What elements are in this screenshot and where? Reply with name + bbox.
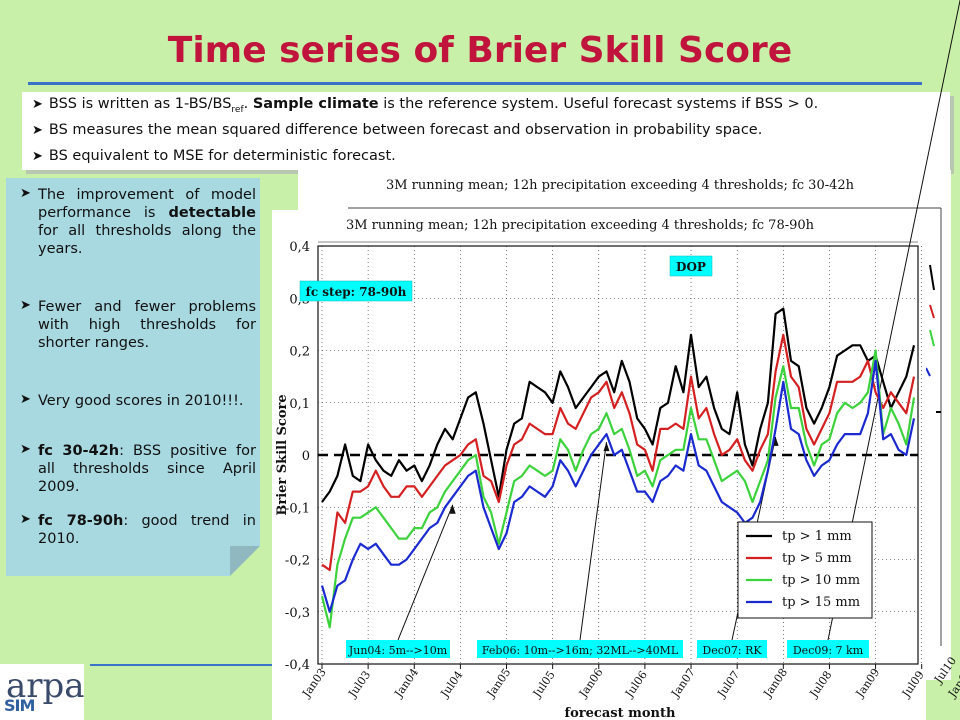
annotation-arrowhead	[449, 504, 456, 514]
bullet-bold: Sample climate	[252, 96, 379, 112]
notes-panel: ➤ The improvement of model performance i…	[6, 178, 260, 576]
definition-box: ➤ BSS is written as 1-BS/BSref. Sample cl…	[22, 92, 950, 170]
note-text: for all thresholds along the years.	[38, 223, 256, 258]
arrow-bullet-icon: ➤	[20, 392, 31, 407]
y-tick-label: -0,3	[285, 606, 310, 621]
note-text: Fewer and fewer problems with high thres…	[38, 299, 256, 352]
bullet-subscript: ref	[231, 104, 244, 115]
logo-wordmark: arpa	[6, 666, 85, 706]
annotation-boxes: Jun04: 5m-->10m Feb06: 10m-->16m; 32ML-->…	[346, 640, 869, 658]
bullet-text: .	[243, 96, 253, 112]
bullet-text: BS equivalent to MSE for deterministic f…	[48, 148, 396, 164]
bullet-3: ➤ BS equivalent to MSE for deterministic …	[32, 148, 396, 164]
note-4: ➤ fc 30-42h: BSS positive for all thresh…	[20, 442, 256, 496]
slide-title: Time series of Brier Skill Score	[167, 30, 793, 71]
note-text: The improvement of model performance is	[38, 187, 256, 222]
arrow-bullet-icon: ➤	[32, 149, 43, 164]
back-chart-title: 3M running mean; 12h precipitation excee…	[386, 178, 855, 193]
annotation-label: Jun04: 5m-->10m	[348, 644, 448, 657]
y-axis: 0,40,30,20,10-0,1-0,2-0,3-0,4	[285, 240, 310, 673]
annotation-label: Dec07: RK	[702, 644, 762, 657]
annotation-box	[697, 640, 767, 658]
y-tick-label: 0,2	[289, 345, 310, 360]
annotation-box	[787, 640, 869, 658]
arrow-bullet-icon: ➤	[20, 186, 31, 201]
series-line	[320, 349, 916, 629]
note-1: ➤ The improvement of model performance i…	[20, 186, 256, 259]
bullet-2: ➤ BS measures the mean squared difference…	[32, 122, 762, 138]
dop-badge-label: DOP	[676, 260, 706, 274]
note-2: ➤ Fewer and fewer problems with high thr…	[20, 298, 256, 352]
series-line	[320, 359, 916, 613]
annotation-box	[477, 640, 683, 658]
note-3: ➤ Very good scores in 2010!!!.	[20, 392, 256, 410]
annotation-arrow	[579, 442, 607, 641]
series-line	[321, 333, 916, 572]
fc-step-badge	[299, 280, 413, 302]
bullet-text: BS measures the mean squared difference …	[48, 122, 763, 138]
arrow-bullet-icon: ➤	[20, 442, 31, 457]
series-line	[321, 307, 916, 503]
note-5: ➤ fc 78-90h: good trend in 2010.	[20, 512, 256, 548]
note-bold: fc 78-90h	[38, 513, 124, 529]
bullet-text: BSS is written as 1-BS/BS	[48, 96, 232, 112]
page-fold-corner	[230, 546, 260, 576]
arrow-bullet-icon: ➤	[32, 123, 43, 138]
chart-title: 3M running mean; 12h precipitation excee…	[346, 218, 815, 233]
annotation-arrow	[397, 504, 454, 641]
title-underline	[28, 82, 922, 85]
note-bold: fc 30-42h	[38, 443, 120, 459]
y-tick-label: -0,1	[285, 501, 310, 516]
note-text: : BSS positive for all thresholds since …	[38, 443, 256, 496]
note-text: Very good scores in 2010!!!.	[38, 393, 244, 409]
chart-series	[320, 307, 916, 629]
y-tick-label: 0,1	[289, 397, 310, 412]
back-chart-series-green	[929, 329, 935, 347]
annotation-label: Dec09: 7 km	[793, 644, 864, 657]
legend-label: tp > 1 mm	[782, 529, 852, 544]
legend-entries: tp > 1 mm tp > 5 mm tp > 10 mm tp > 15 mm	[746, 529, 860, 610]
legend	[737, 521, 873, 619]
back-chart-series-blue	[925, 367, 931, 377]
back-chart-series-black	[929, 264, 935, 291]
y-axis-label: Brier Skill Score	[275, 394, 290, 515]
fc-step-badge-label: fc step: 78-90h	[306, 285, 407, 299]
x-axis-label: forecast month	[565, 706, 676, 720]
arpa-logo: arpa SIM	[0, 664, 85, 720]
bullet-text: is the reference system. Useful forecast…	[378, 96, 819, 112]
dop-badge	[669, 255, 713, 277]
annotation-arrowhead	[772, 436, 779, 446]
annotation-label: Feb06: 10m-->16m; 32ML-->40ML	[482, 644, 679, 657]
y-tick-label: 0	[302, 449, 310, 464]
y-tick-label: 0,4	[289, 240, 310, 255]
y-tick-label: -0,4	[285, 658, 310, 673]
note-bold: detectable	[168, 205, 256, 222]
legend-label: tp > 5 mm	[782, 551, 852, 566]
logo-subtext: SIM	[4, 696, 35, 715]
legend-label: tp > 10 mm	[782, 573, 860, 588]
arrow-bullet-icon: ➤	[32, 97, 43, 112]
annotation-box	[346, 640, 450, 658]
y-tick-label: -0,2	[285, 554, 310, 569]
footer-rule	[90, 664, 280, 666]
legend-label: tp > 15 mm	[782, 595, 860, 610]
arrow-bullet-icon: ➤	[20, 298, 31, 313]
note-text: : good trend in 2010.	[38, 513, 256, 548]
back-chart-series-red	[929, 304, 935, 319]
bullet-1: ➤ BSS is written as 1-BS/BSref. Sample cl…	[32, 96, 818, 115]
arrow-bullet-icon: ➤	[20, 512, 31, 527]
annotation-arrowhead	[603, 442, 610, 452]
